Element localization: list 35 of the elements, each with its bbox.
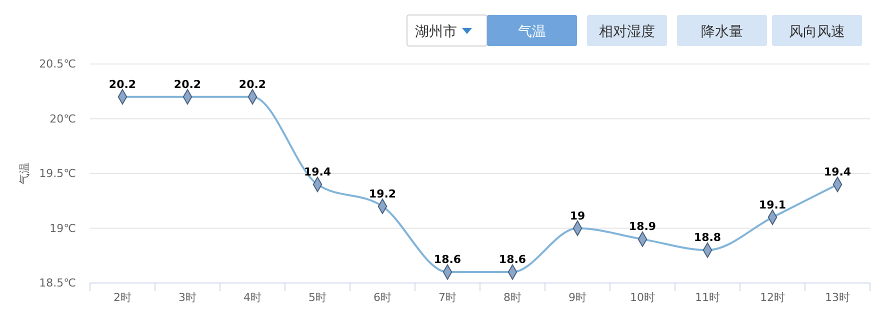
text: 气温	[518, 24, 546, 40]
data-label: 19.2	[368, 187, 396, 200]
x-tick-label: 10时	[630, 290, 655, 304]
x-tick-label: 12时	[760, 290, 785, 304]
data-label: 18.6	[498, 253, 526, 266]
y-tick-label: 20.5℃	[39, 58, 76, 71]
data-label: 18.8	[694, 231, 722, 244]
data-label: 19	[570, 209, 586, 222]
y-tick-label: 20℃	[50, 112, 76, 126]
data-label: 20.2	[174, 78, 202, 91]
x-tick-label: 2时	[114, 290, 132, 304]
y-tick-label: 19℃	[50, 222, 76, 235]
x-tick-label: 9时	[568, 290, 586, 304]
data-label: 19.4	[824, 165, 852, 178]
data-label: 20.2	[108, 78, 136, 91]
data-label: 20.2	[238, 78, 266, 91]
y-axis-title: 气温	[18, 162, 31, 184]
x-tick-label: 13时	[825, 290, 850, 304]
text: 风向风速	[789, 24, 845, 40]
y-tick-label: 19.5℃	[39, 167, 76, 180]
x-tick-label: 7时	[438, 290, 456, 304]
x-tick-label: 4时	[244, 290, 262, 304]
data-label: 18.6	[434, 253, 462, 266]
x-tick-label: 11时	[695, 290, 720, 304]
data-label: 19.1	[758, 198, 786, 212]
text: 湖州市	[415, 24, 457, 40]
x-tick-label: 3时	[178, 290, 196, 304]
data-label: 19.4	[304, 165, 332, 178]
x-tick-label: 6时	[374, 290, 392, 304]
y-tick-label: 18.5℃	[39, 276, 76, 290]
data-label: 18.9	[628, 220, 656, 234]
x-tick-label: 5时	[308, 290, 326, 304]
x-tick-label: 8时	[504, 290, 522, 304]
text: 降水量	[701, 24, 743, 40]
text: 相对湿度	[599, 24, 655, 40]
